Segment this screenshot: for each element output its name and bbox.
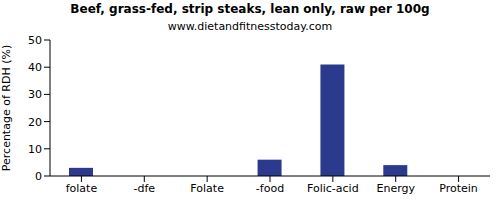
- svg-text:50: 50: [28, 34, 42, 47]
- svg-text:20: 20: [28, 116, 42, 129]
- html-text:www.dietandfitnesstoday.com: www.dietandfitnesstoday.com: [167, 20, 333, 33]
- html-text:Beef, grass-fed, strip steaks,: Beef, grass-fed, strip steaks, lean only…: [70, 2, 430, 16]
- svg-text:10: 10: [28, 143, 42, 156]
- svg-text:40: 40: [28, 61, 42, 74]
- svg-text:Protein: Protein: [439, 182, 478, 195]
- svg-text:-dfe: -dfe: [133, 182, 155, 195]
- svg-text:-food: -food: [256, 182, 284, 195]
- svg-text:folate: folate: [66, 182, 98, 195]
- svg-text:Percentage of RDH (%): Percentage of RDH (%): [8, 45, 13, 171]
- svg-text:Energy: Energy: [376, 182, 415, 195]
- svg-text:30: 30: [28, 88, 42, 101]
- svg-text:Folate: Folate: [190, 182, 224, 195]
- svg-text:0: 0: [35, 170, 42, 183]
- svg-text:Folic-acid: Folic-acid: [307, 182, 359, 195]
